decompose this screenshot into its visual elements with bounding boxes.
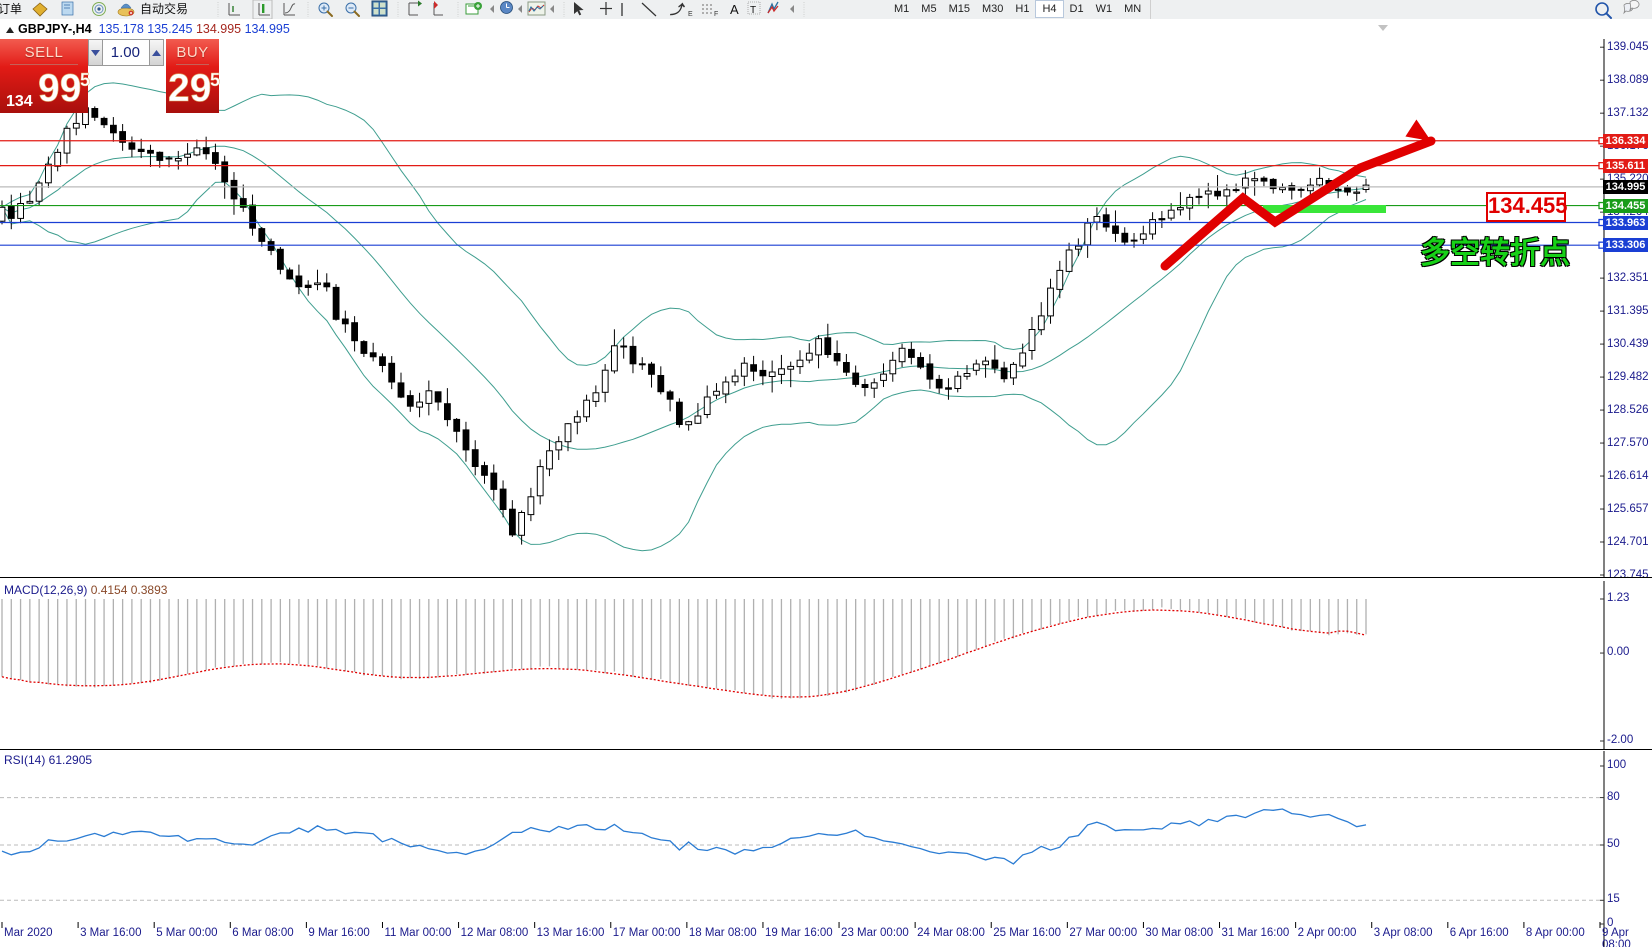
svg-text:新订单: 新订单 (0, 1, 22, 16)
svg-text:E: E (688, 11, 693, 18)
svg-text:A: A (730, 2, 739, 17)
svg-text:F: F (714, 11, 718, 18)
svg-text:T: T (750, 5, 756, 16)
svg-text:⤴: ⤴ (669, 2, 686, 17)
svg-text:自动交易: 自动交易 (140, 1, 188, 16)
